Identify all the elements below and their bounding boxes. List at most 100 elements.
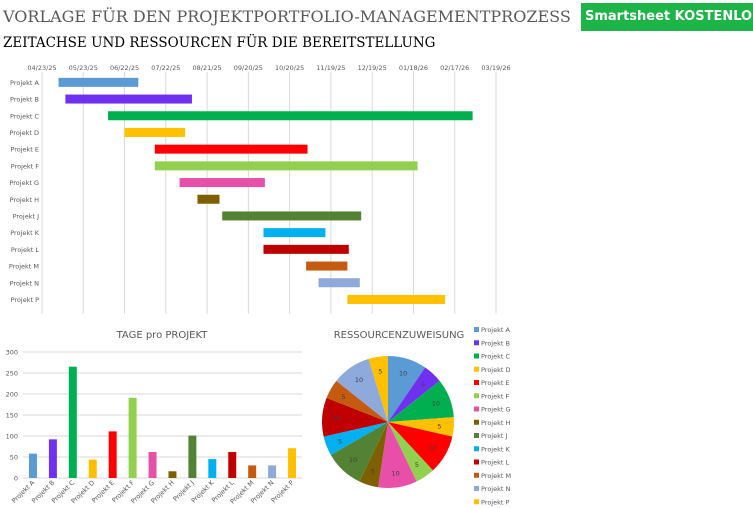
bar-mark [208, 459, 217, 478]
pie-data-label: 10 [333, 415, 341, 423]
smartsheet-trial-button[interactable]: Smartsheet KOSTENLOS tes [581, 3, 753, 31]
legend-swatch [474, 327, 479, 332]
gantt-tick-label: 06/22/25 [110, 64, 139, 72]
gantt-bar [58, 77, 139, 87]
legend-swatch [474, 499, 479, 505]
gantt-tick-label: 01/18/26 [399, 64, 428, 72]
pie-data-label: 5 [338, 437, 342, 445]
gantt-bar [347, 294, 446, 304]
pie-slice [378, 422, 417, 489]
bar-mark [88, 459, 97, 478]
bar-mark [228, 451, 237, 478]
bar-mark [268, 465, 277, 478]
legend-label: Projekt F [481, 392, 509, 400]
page-title: VORLAGE FÜR DEN PROJEKTPORTFOLIO-MANAGEM… [3, 7, 571, 26]
gantt-bar [222, 211, 362, 221]
bar-mark [128, 397, 137, 478]
gantt-tick-label: 08/21/25 [192, 64, 221, 72]
legend-label: Projekt D [481, 366, 511, 374]
bar-ytick-label: 100 [6, 433, 18, 441]
pie-data-label: 5 [378, 368, 382, 376]
gantt-category-label: Projekt L [11, 246, 39, 254]
pie-slice [388, 367, 440, 422]
legend-swatch [474, 486, 479, 491]
gantt-category-label: Projekt C [10, 112, 39, 120]
bar-mark [68, 366, 77, 478]
pie-data-label: 10 [355, 376, 363, 384]
gantt-tick-label: 09/20/25 [234, 64, 263, 72]
legend-swatch [474, 353, 479, 359]
gantt-tick-label: 10/20/25 [275, 64, 304, 72]
legend-label: Projekt N [481, 485, 510, 493]
gantt-bar [263, 228, 326, 238]
gantt-bar [154, 161, 418, 171]
legend-swatch [474, 366, 479, 372]
bar-ytick-label: 150 [6, 412, 18, 420]
gantt-bar [154, 144, 308, 154]
gantt-category-label: Projekt N [10, 279, 39, 287]
gantt-bar [263, 244, 349, 254]
legend-label: Projekt K [481, 445, 510, 453]
bar-mark [48, 439, 57, 478]
legend-swatch [474, 340, 479, 346]
legend-label: Projekt C [481, 353, 510, 361]
pie-data-label: 10 [432, 400, 440, 408]
pie-slice [359, 422, 388, 488]
bar-mark [28, 453, 37, 478]
gantt-tick-label: 05/23/25 [69, 64, 98, 72]
bar-ytick-label: 200 [6, 391, 18, 399]
legend-swatch [474, 472, 479, 478]
gantt-bar [179, 178, 265, 188]
bar-mark [288, 448, 297, 478]
legend-label: Projekt G [481, 406, 511, 414]
gantt-category-label: Projekt A [10, 79, 39, 87]
legend-swatch [474, 380, 479, 385]
pie-slice [388, 417, 454, 437]
bar-chart-title: TAGE pro PROJEKT [116, 330, 209, 341]
pie-slice [330, 422, 388, 482]
gantt-category-label: Projekt P [11, 296, 39, 304]
pie-slice [368, 356, 388, 422]
bar-mark [248, 465, 257, 478]
gantt-tick-label: 04/23/25 [27, 64, 56, 72]
legend-swatch [474, 406, 479, 412]
gantt-category-label: Projekt M [9, 263, 39, 271]
legend-label: Projekt B [481, 339, 510, 347]
gantt-category-label: Projekt K [10, 229, 39, 237]
pie-slice [388, 422, 453, 471]
gantt-bar [306, 261, 348, 271]
legend-label: Projekt L [481, 459, 509, 467]
gantt-category-label: Projekt J [13, 212, 39, 220]
legend-label: Projekt H [481, 419, 510, 427]
gantt-category-label: Projekt H [10, 196, 39, 204]
pie-data-label: 10 [349, 456, 357, 464]
gantt-bar [124, 127, 186, 137]
pie-data-label: 5 [421, 381, 425, 389]
pie-data-label: 10 [428, 444, 436, 452]
pie-slice [388, 356, 426, 422]
gantt-category-label: Projekt E [10, 146, 39, 154]
pie-data-label: 5 [371, 468, 375, 476]
bar-mark [108, 431, 117, 478]
pie-slice [326, 380, 388, 422]
pie-slice [336, 358, 388, 422]
legend-swatch [474, 459, 479, 465]
pie-data-label: 5 [415, 461, 419, 469]
legend-swatch [474, 433, 479, 438]
legend-label: Projekt A [481, 326, 510, 334]
legend-label: Projekt P [481, 498, 509, 506]
pie-data-label: 10 [392, 469, 400, 477]
legend-label: Projekt E [481, 379, 510, 387]
legend-swatch [474, 419, 479, 425]
bar-mark [188, 435, 197, 478]
gantt-tick-label: 02/17/26 [440, 64, 469, 72]
pie-slice [388, 422, 433, 482]
pie-slice [388, 380, 454, 422]
pie-data-label: 5 [341, 393, 345, 401]
legend-swatch [474, 446, 479, 452]
bar-ytick-label: 300 [6, 349, 18, 357]
pie-slice [323, 422, 388, 455]
gantt-bar [197, 194, 220, 204]
pie-slice [322, 397, 388, 437]
legend-label: Projekt J [481, 432, 507, 440]
